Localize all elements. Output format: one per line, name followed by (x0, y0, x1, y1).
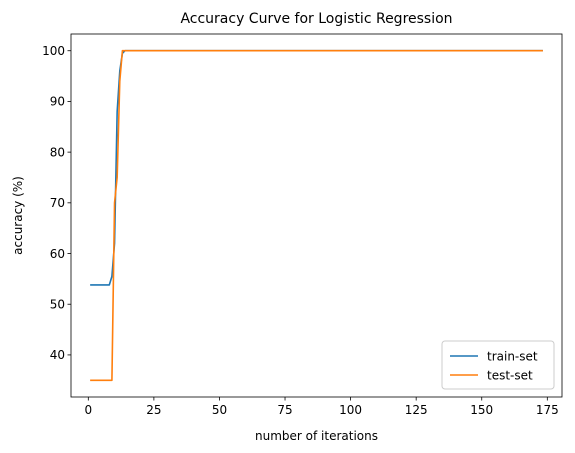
y-tick-label: 70 (50, 196, 65, 210)
y-axis-label: accuracy (%) (11, 176, 25, 255)
x-tick-label: 0 (84, 403, 92, 417)
y-tick-label: 40 (50, 348, 65, 362)
x-tick-label: 150 (470, 403, 493, 417)
x-tick-label: 50 (212, 403, 227, 417)
legend: train-set test-set (441, 340, 555, 390)
chart-title: Accuracy Curve for Logistic Regression (180, 11, 452, 27)
x-axis-label: number of iterations (255, 429, 378, 443)
x-tick-label: 125 (405, 403, 428, 417)
x-tick-label: 75 (277, 403, 292, 417)
plot-frame (70, 33, 563, 398)
x-axis: 0 25 50 75 100 125 150 175 (84, 397, 559, 417)
legend-label: test-set (487, 368, 533, 382)
y-axis: 40 50 60 70 80 90 100 (42, 44, 71, 362)
series-line-test-set (90, 49, 543, 382)
x-tick-label: 175 (536, 403, 559, 417)
legend-box (441, 340, 555, 390)
y-tick-label: 50 (50, 298, 65, 312)
y-tick-label: 100 (42, 44, 65, 58)
y-tick-label: 60 (50, 247, 65, 261)
x-tick-label: 100 (339, 403, 362, 417)
y-tick-label: 90 (50, 95, 65, 109)
x-tick-label: 25 (146, 403, 161, 417)
y-tick-label: 80 (50, 145, 65, 159)
legend-label: train-set (487, 349, 538, 363)
plot-area (90, 49, 543, 382)
